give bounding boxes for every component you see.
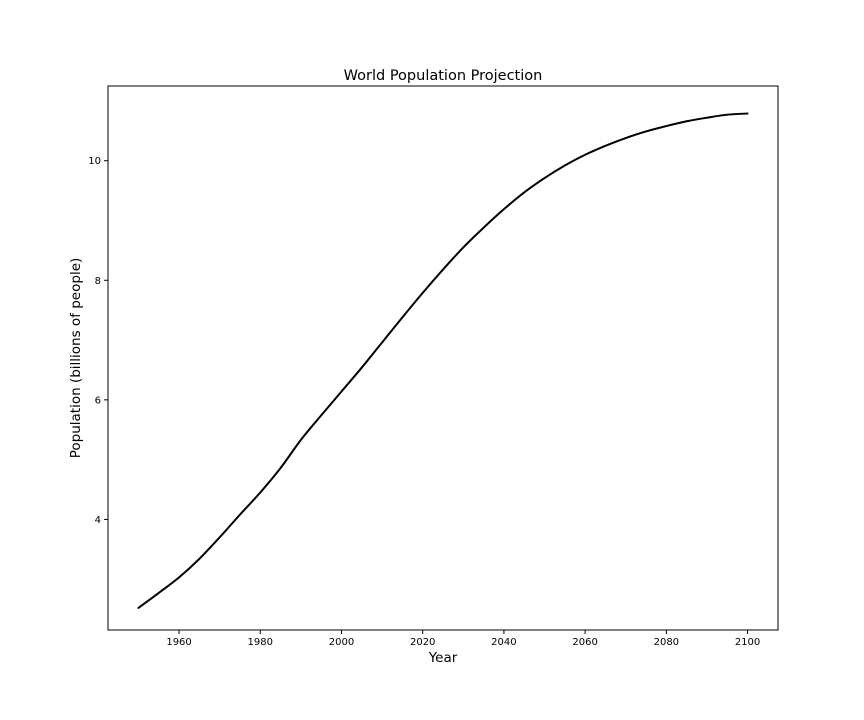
plot-area [107,85,779,631]
x-tick-label: 2040 [491,637,516,648]
y-axis: 4 6 8 10 [88,156,108,526]
x-tick-label: 2100 [735,637,760,648]
x-tick-label: 2060 [572,637,597,648]
x-tick-label: 1980 [248,637,273,648]
x-tick-label: 1960 [166,637,191,648]
x-tick-label: 2020 [410,637,435,648]
x-axis-label: Year [428,650,458,666]
y-tick-label: 6 [95,395,101,406]
population-line [137,112,749,609]
y-tick-label: 8 [95,276,101,287]
y-tick-label: 10 [88,156,101,167]
y-axis-label: Population (billions of people) [68,258,84,459]
x-axis: 1960 1980 2000 2020 2040 2060 2080 2100 [166,630,760,648]
x-tick-label: 2080 [654,637,679,648]
y-tick-label: 4 [95,515,101,526]
x-tick-label: 2000 [329,637,354,648]
chart-title: World Population Projection [344,68,543,84]
